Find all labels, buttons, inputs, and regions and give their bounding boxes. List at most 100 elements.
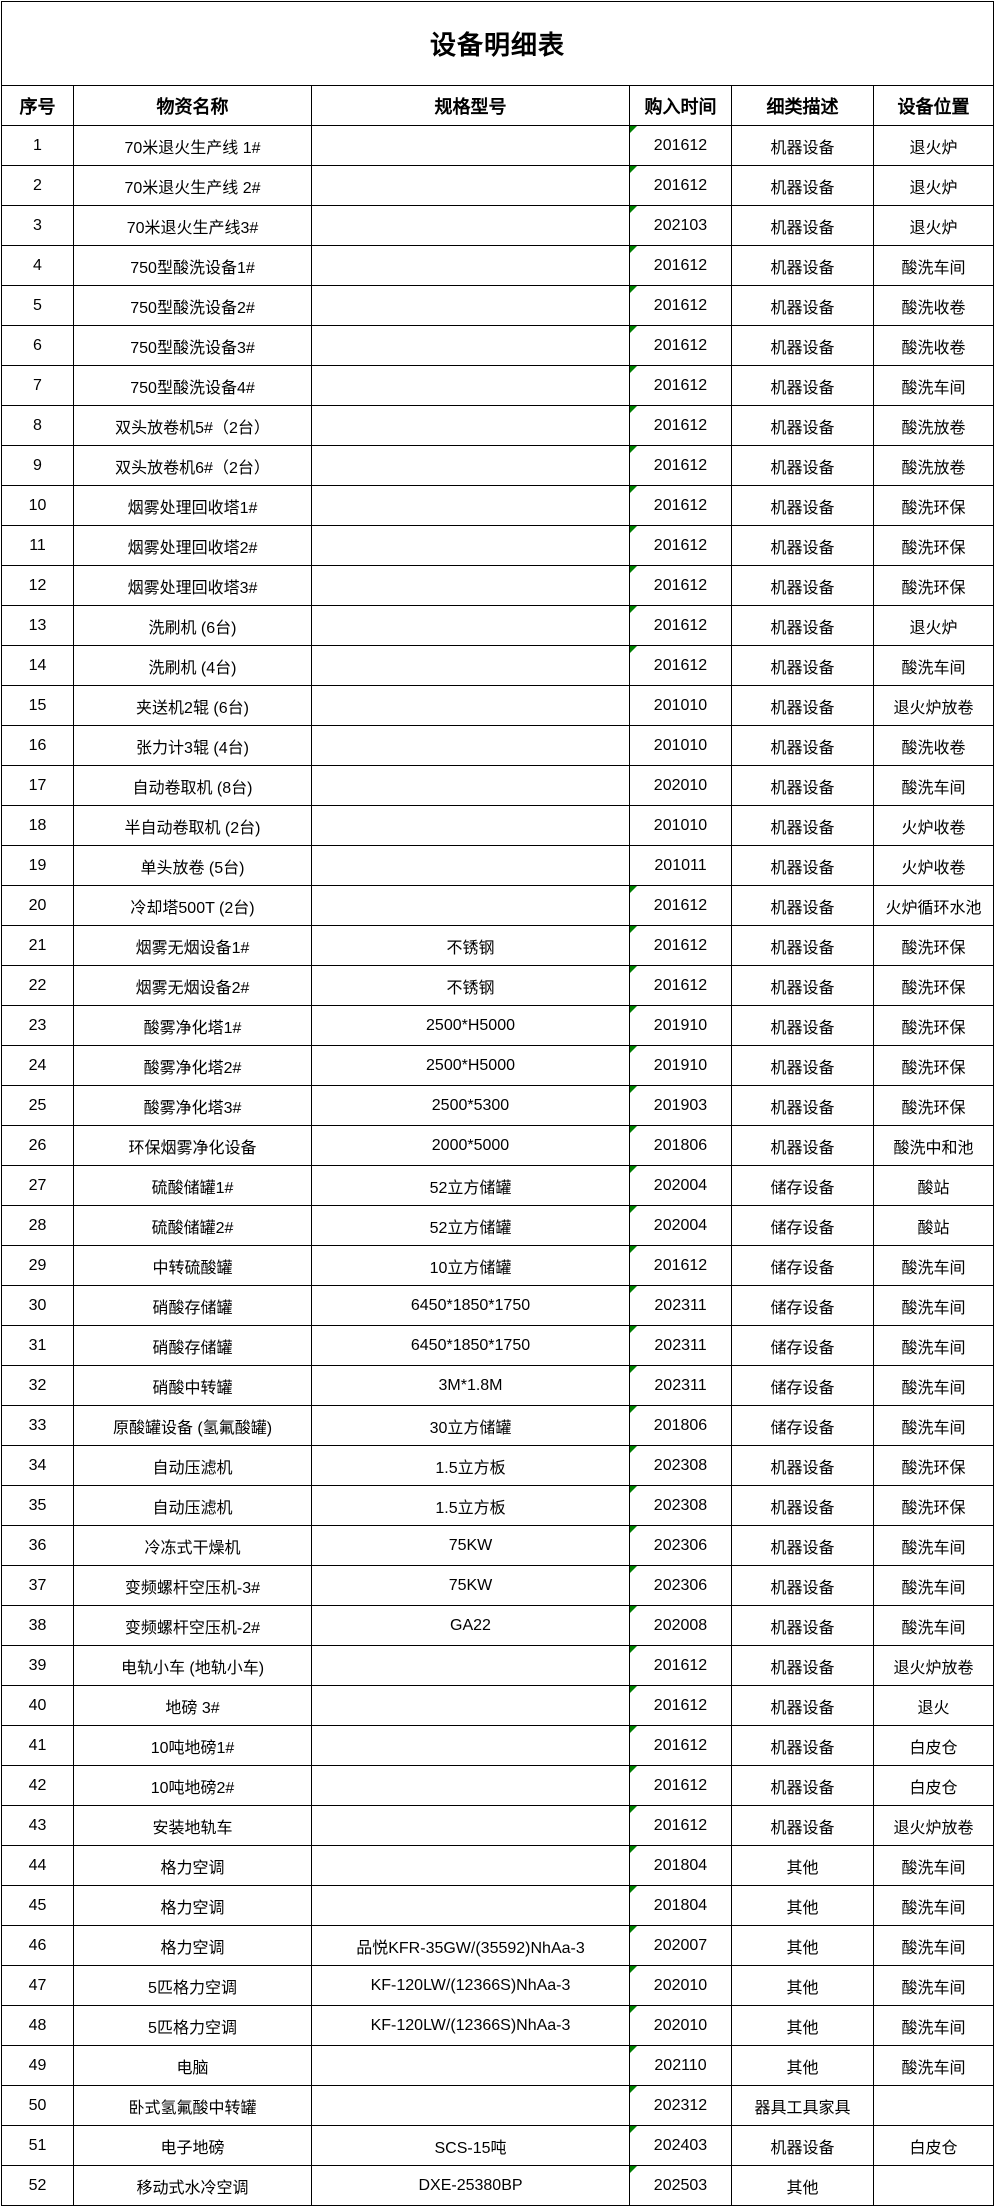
cell-spec-model[interactable]	[311, 2045, 630, 2086]
cell-material-name[interactable]: 环保烟雾净化设备	[73, 1125, 312, 1166]
cell-spec-model[interactable]	[311, 365, 630, 406]
cell-location[interactable]: 退火炉放卷	[872, 1645, 994, 1686]
cell-purchase-date[interactable]: 201612	[629, 325, 732, 366]
cell-serial[interactable]: 19	[1, 845, 74, 886]
cell-location[interactable]: 酸洗车间	[872, 645, 994, 686]
cell-spec-model[interactable]	[311, 1885, 630, 1926]
cell-location[interactable]: 酸洗车间	[872, 1325, 994, 1366]
cell-location[interactable]: 酸洗车间	[872, 2005, 994, 2046]
cell-purchase-date[interactable]: 202004	[629, 1165, 732, 1206]
cell-category[interactable]: 机器设备	[731, 845, 874, 886]
cell-spec-model[interactable]: 2000*5000	[311, 1125, 630, 1166]
cell-spec-model[interactable]: 30立方储罐	[311, 1405, 630, 1446]
cell-location[interactable]: 酸洗车间	[872, 1925, 994, 1966]
cell-serial[interactable]: 23	[1, 1005, 74, 1046]
cell-spec-model[interactable]	[311, 525, 630, 566]
cell-serial[interactable]: 5	[1, 285, 74, 326]
cell-material-name[interactable]: 750型酸洗设备2#	[73, 285, 312, 326]
cell-serial[interactable]: 40	[1, 1685, 74, 1726]
cell-serial[interactable]: 20	[1, 885, 74, 926]
cell-category[interactable]: 其他	[731, 1845, 874, 1886]
cell-spec-model[interactable]	[311, 405, 630, 446]
cell-material-name[interactable]: 750型酸洗设备4#	[73, 365, 312, 406]
cell-category[interactable]: 机器设备	[731, 205, 874, 246]
cell-material-name[interactable]: 70米退火生产线 1#	[73, 125, 312, 166]
cell-serial[interactable]: 27	[1, 1165, 74, 1206]
cell-location[interactable]: 酸洗环保	[872, 1005, 994, 1046]
cell-category[interactable]: 机器设备	[731, 645, 874, 686]
cell-location[interactable]: 酸洗环保	[872, 485, 994, 526]
cell-material-name[interactable]: 硝酸存储罐	[73, 1285, 312, 1326]
cell-purchase-date[interactable]: 201612	[629, 365, 732, 406]
cell-category[interactable]: 机器设备	[731, 165, 874, 206]
cell-material-name[interactable]: 酸雾净化塔3#	[73, 1085, 312, 1126]
cell-serial[interactable]: 33	[1, 1405, 74, 1446]
cell-category[interactable]: 机器设备	[731, 1045, 874, 1086]
cell-category[interactable]: 其他	[731, 1885, 874, 1926]
cell-category[interactable]: 其他	[731, 1965, 874, 2006]
cell-spec-model[interactable]	[311, 845, 630, 886]
cell-location[interactable]: 酸洗环保	[872, 925, 994, 966]
col-header-category[interactable]: 细类描述	[731, 85, 874, 126]
cell-location[interactable]: 酸洗环保	[872, 565, 994, 606]
cell-purchase-date[interactable]: 202010	[629, 2005, 732, 2046]
cell-location[interactable]: 白皮仓	[872, 1725, 994, 1766]
cell-material-name[interactable]: 夹送机2辊 (6台)	[73, 685, 312, 726]
cell-purchase-date[interactable]: 201612	[629, 1765, 732, 1806]
cell-purchase-date[interactable]: 202403	[629, 2125, 732, 2166]
cell-material-name[interactable]: 原酸罐设备 (氢氟酸罐)	[73, 1405, 312, 1446]
cell-serial[interactable]: 4	[1, 245, 74, 286]
cell-category[interactable]: 机器设备	[731, 685, 874, 726]
cell-material-name[interactable]: 10吨地磅2#	[73, 1765, 312, 1806]
cell-purchase-date[interactable]: 202004	[629, 1205, 732, 1246]
cell-location[interactable]	[872, 2085, 994, 2126]
cell-material-name[interactable]: 中转硫酸罐	[73, 1245, 312, 1286]
cell-serial[interactable]: 21	[1, 925, 74, 966]
cell-material-name[interactable]: 格力空调	[73, 1845, 312, 1886]
cell-category[interactable]: 机器设备	[731, 965, 874, 1006]
cell-serial[interactable]: 46	[1, 1925, 74, 1966]
cell-spec-model[interactable]	[311, 725, 630, 766]
cell-material-name[interactable]: 750型酸洗设备1#	[73, 245, 312, 286]
cell-category[interactable]: 其他	[731, 2005, 874, 2046]
cell-serial[interactable]: 28	[1, 1205, 74, 1246]
cell-category[interactable]: 机器设备	[731, 1525, 874, 1566]
cell-category[interactable]: 机器设备	[731, 605, 874, 646]
cell-serial[interactable]: 52	[1, 2165, 74, 2206]
cell-spec-model[interactable]: DXE-25380BP	[311, 2165, 630, 2206]
cell-category[interactable]: 储存设备	[731, 1325, 874, 1366]
cell-purchase-date[interactable]: 202306	[629, 1565, 732, 1606]
cell-spec-model[interactable]: 品悦KFR-35GW/(35592)NhAa-3	[311, 1925, 630, 1966]
cell-location[interactable]: 白皮仓	[872, 1765, 994, 1806]
cell-spec-model[interactable]: 1.5立方板	[311, 1485, 630, 1526]
cell-material-name[interactable]: 10吨地磅1#	[73, 1725, 312, 1766]
cell-category[interactable]: 其他	[731, 2045, 874, 2086]
cell-serial[interactable]: 49	[1, 2045, 74, 2086]
cell-spec-model[interactable]	[311, 1725, 630, 1766]
cell-category[interactable]: 机器设备	[731, 485, 874, 526]
cell-material-name[interactable]: 冷却塔500T (2台)	[73, 885, 312, 926]
cell-purchase-date[interactable]: 201612	[629, 605, 732, 646]
cell-spec-model[interactable]	[311, 1845, 630, 1886]
cell-spec-model[interactable]: 2500*H5000	[311, 1005, 630, 1046]
cell-location[interactable]: 退火炉	[872, 125, 994, 166]
cell-spec-model[interactable]: KF-120LW/(12366S)NhAa-3	[311, 1965, 630, 2006]
cell-spec-model[interactable]	[311, 565, 630, 606]
cell-purchase-date[interactable]: 202503	[629, 2165, 732, 2206]
cell-location[interactable]: 退火炉放卷	[872, 1805, 994, 1846]
cell-spec-model[interactable]: SCS-15吨	[311, 2125, 630, 2166]
cell-purchase-date[interactable]: 201612	[629, 285, 732, 326]
cell-spec-model[interactable]: 52立方储罐	[311, 1205, 630, 1246]
cell-purchase-date[interactable]: 201612	[629, 1245, 732, 1286]
cell-location[interactable]: 火炉收卷	[872, 845, 994, 886]
cell-material-name[interactable]: 卧式氢氟酸中转罐	[73, 2085, 312, 2126]
cell-location[interactable]: 酸洗车间	[872, 1525, 994, 1566]
cell-purchase-date[interactable]: 201910	[629, 1045, 732, 1086]
cell-serial[interactable]: 11	[1, 525, 74, 566]
cell-location[interactable]: 酸洗车间	[872, 1365, 994, 1406]
cell-spec-model[interactable]: 75KW	[311, 1525, 630, 1566]
cell-serial[interactable]: 24	[1, 1045, 74, 1086]
cell-material-name[interactable]: 半自动卷取机 (2台)	[73, 805, 312, 846]
cell-spec-model[interactable]	[311, 1805, 630, 1846]
cell-location[interactable]: 酸洗车间	[872, 1405, 994, 1446]
